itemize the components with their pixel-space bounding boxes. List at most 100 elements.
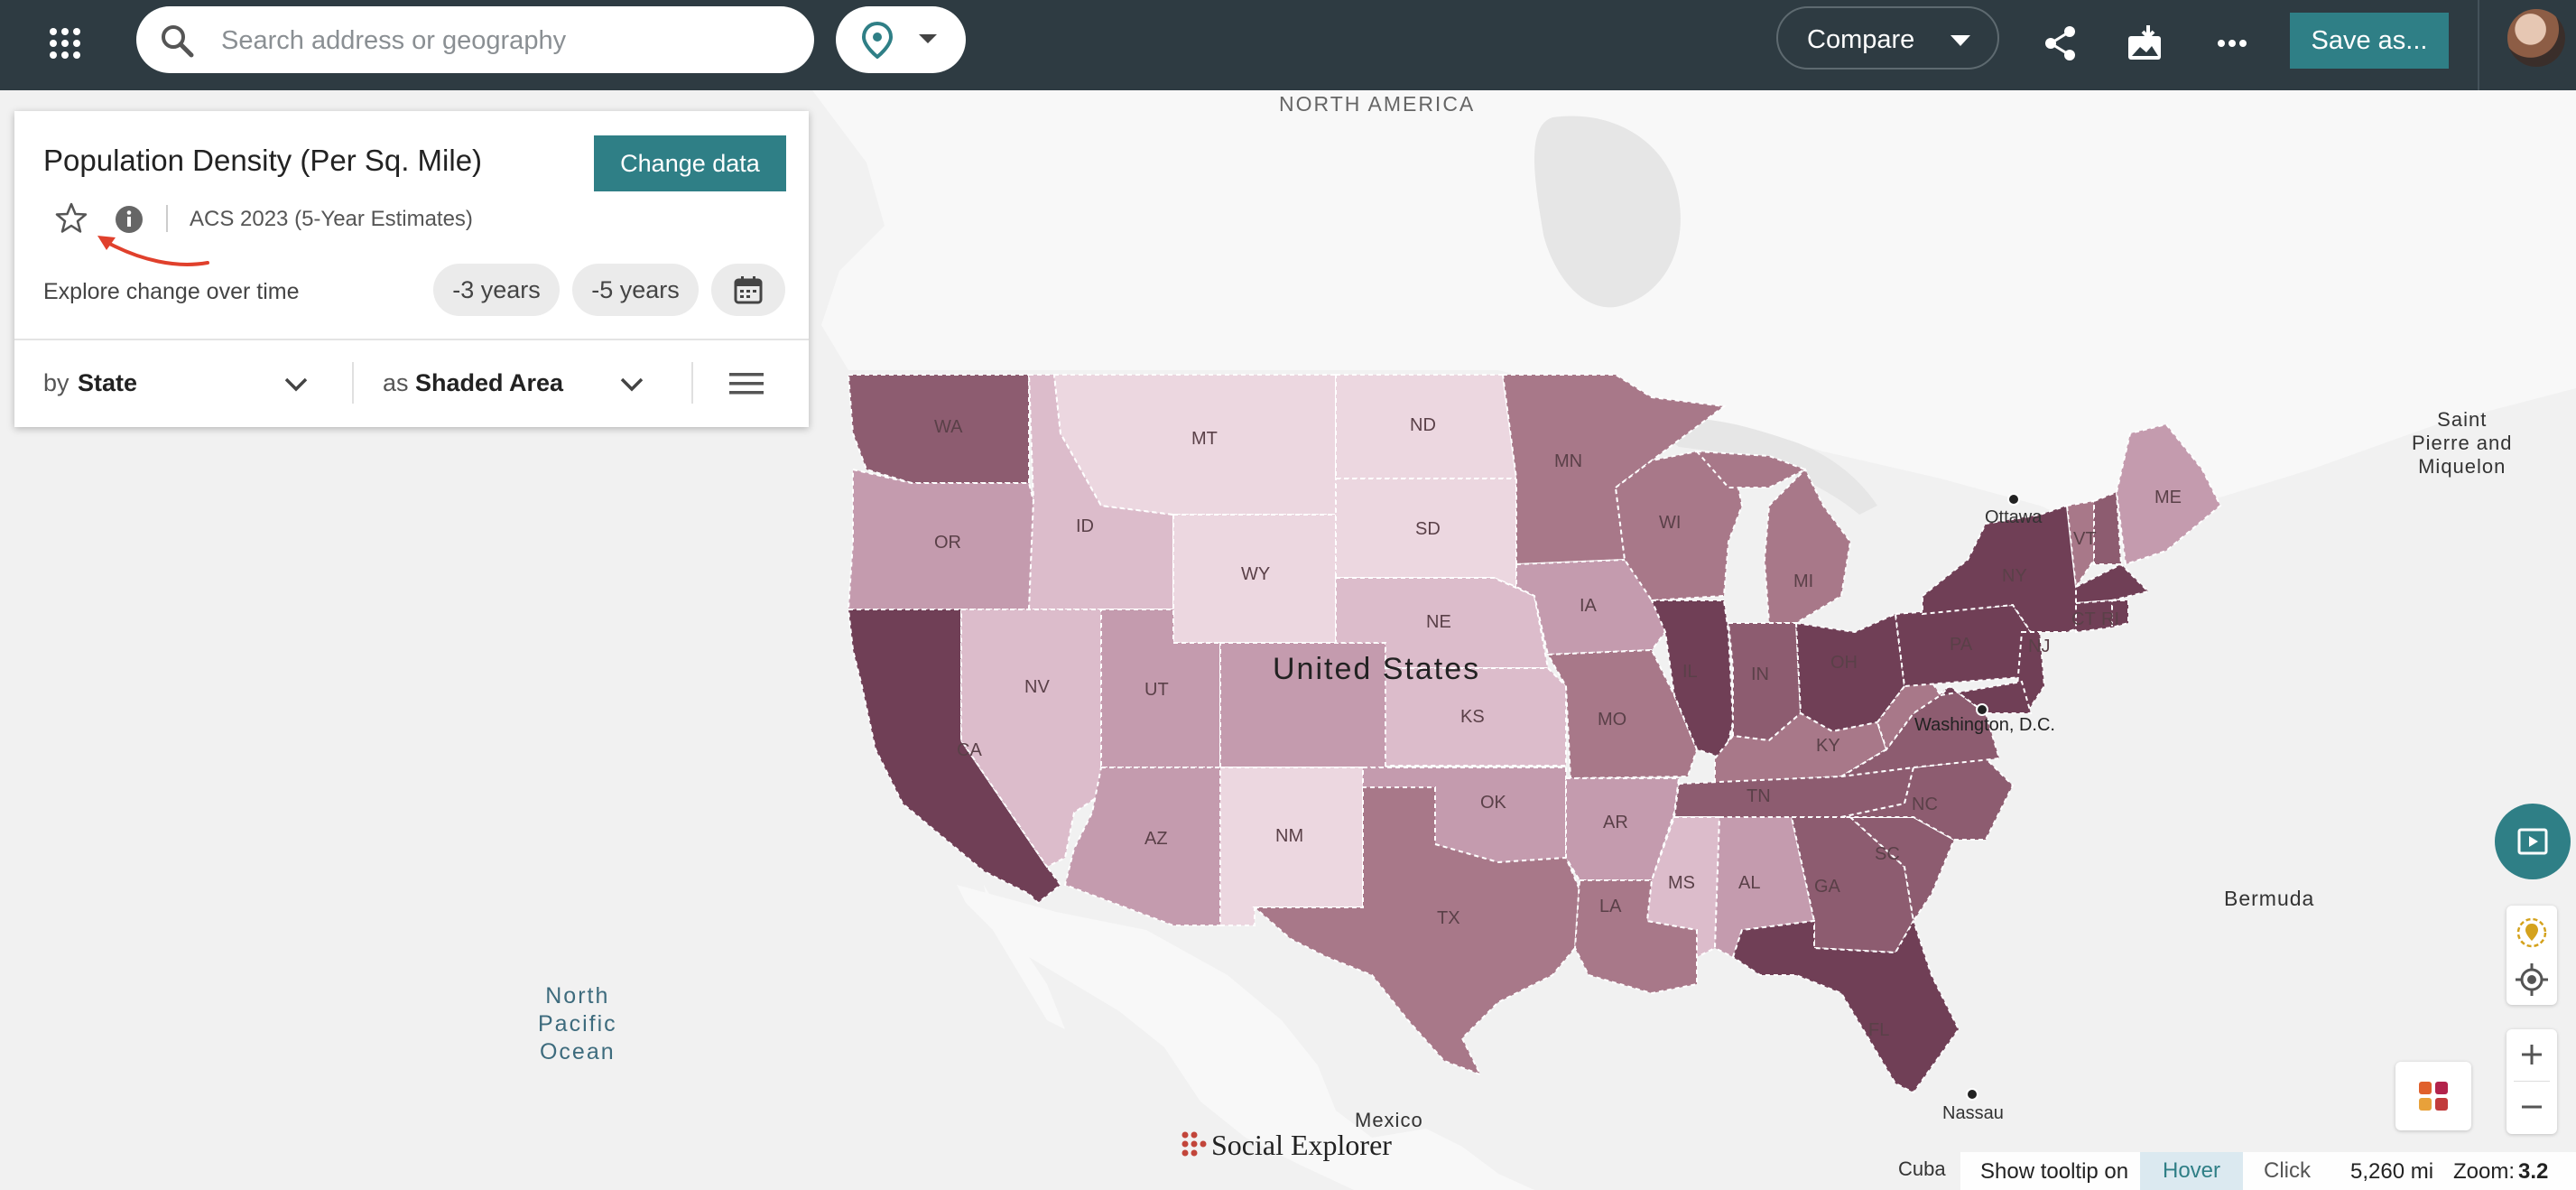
- label-NC: NC: [1912, 795, 1938, 814]
- label-UT: UT: [1144, 680, 1169, 700]
- logo-text: Social Explorer: [1211, 1129, 1392, 1161]
- meta-divider: [166, 205, 168, 232]
- geography-level-value[interactable]: State: [78, 369, 138, 396]
- location-dropdown-button[interactable]: [836, 6, 966, 73]
- explore-change-label: Explore change over time: [43, 279, 300, 304]
- label-PA: PA: [1950, 635, 1973, 655]
- scale-label: 5,260 mi: [2350, 1159, 2434, 1184]
- label-IN: IN: [1751, 665, 1769, 684]
- ocean-label-line: Pacific: [538, 1011, 617, 1037]
- red-arrow-annotation: [97, 236, 209, 266]
- visualization-type-chevron-icon[interactable]: [614, 366, 650, 402]
- label-MO: MO: [1598, 710, 1627, 730]
- saint-pierre-line: Pierre and: [2412, 432, 2513, 454]
- minus-5-years-button[interactable]: -5 years: [572, 264, 699, 316]
- geography-level-chevron-icon[interactable]: [278, 366, 314, 402]
- state-CO: [1219, 642, 1386, 768]
- state-NE: [1335, 577, 1550, 669]
- washington-dot: [1976, 703, 1988, 716]
- label-NJ: NJ: [2028, 637, 2051, 656]
- chevron-down-icon: [919, 34, 937, 43]
- saint-pierre-line: Miquelon: [2418, 455, 2507, 478]
- tooltip-mode-label: Show tooltip on: [1980, 1159, 2129, 1184]
- top-bar: Compare Save as...: [0, 0, 2576, 90]
- state-SD: [1335, 478, 1517, 589]
- ocean-label-line: North: [545, 983, 610, 1009]
- zoom-in-icon[interactable]: [2514, 1037, 2550, 1073]
- search-box: [136, 6, 814, 73]
- country-label: United States: [1273, 652, 1481, 686]
- baja: [984, 885, 1065, 1029]
- ocean-label-line: Ocean: [539, 1039, 616, 1064]
- state-UT: [1100, 609, 1221, 768]
- search-icon: [162, 25, 194, 58]
- my-location-icon[interactable]: [2514, 962, 2550, 998]
- label-SC: SC: [1875, 844, 1900, 864]
- state-MA: [2075, 562, 2150, 605]
- state-VT: [2065, 499, 2095, 590]
- label-SD: SD: [1415, 519, 1441, 539]
- panel-title: Population Density (Per Sq. Mile): [43, 144, 483, 177]
- ocean-label: North Pacific Ocean: [538, 982, 617, 1066]
- download-image-icon[interactable]: [2125, 23, 2164, 63]
- label-OH: OH: [1830, 653, 1858, 673]
- state-shapes: [847, 374, 2222, 1094]
- state-TX: [1252, 786, 1581, 1076]
- more-icon[interactable]: [2212, 23, 2252, 63]
- apps-grid-icon[interactable]: [47, 25, 83, 61]
- label-MI: MI: [1793, 572, 1814, 591]
- label-MN: MN: [1554, 451, 1583, 471]
- nassau-dot: [1966, 1088, 1978, 1101]
- selector-divider: [352, 362, 354, 404]
- compare-label: Compare: [1807, 25, 1915, 54]
- tooltip-click-option[interactable]: Click: [2264, 1158, 2311, 1183]
- location-controls: [2507, 906, 2557, 1005]
- search-input[interactable]: [219, 16, 783, 65]
- label-RI: RI: [2101, 609, 2119, 629]
- mexico-label: Mexico: [1355, 1109, 1423, 1131]
- survey-label: ACS 2023 (5-Year Estimates): [190, 207, 473, 231]
- compare-button[interactable]: Compare: [1776, 6, 1999, 70]
- data-panel: Population Density (Per Sq. Mile) Change…: [14, 111, 809, 427]
- saint-pierre-label: Saint Pierre and Miquelon: [2412, 408, 2513, 479]
- state-MT: [1052, 374, 1337, 516]
- change-data-button[interactable]: Change data: [594, 135, 786, 191]
- zoom-out-icon[interactable]: [2514, 1089, 2550, 1125]
- state-NY: [1922, 504, 2096, 633]
- caret-down-icon: [1951, 35, 1970, 46]
- play-slides-icon: [2517, 828, 2548, 855]
- label-AR: AR: [1603, 813, 1628, 832]
- presentation-button[interactable]: [2495, 804, 2571, 879]
- bermuda-label: Bermuda: [2224, 887, 2315, 910]
- user-avatar[interactable]: [2507, 9, 2565, 67]
- saint-pierre-line: Saint: [2437, 408, 2488, 431]
- great-lakes: [1652, 418, 1877, 515]
- label-NV: NV: [1024, 677, 1050, 697]
- state-AL: [1713, 816, 1816, 959]
- visualization-type-value[interactable]: Shaded Area: [415, 369, 564, 396]
- tooltip-hover-option[interactable]: Hover: [2140, 1152, 2243, 1190]
- label-GA: GA: [1814, 877, 1840, 897]
- hamburger-menu-icon[interactable]: [727, 367, 765, 400]
- label-OR: OR: [934, 533, 961, 553]
- by-prefix: by: [43, 369, 69, 396]
- calendar-icon: [734, 276, 763, 304]
- label-NE: NE: [1426, 612, 1451, 632]
- zoom-divider: [2514, 1081, 2550, 1082]
- label-LA: LA: [1599, 897, 1622, 916]
- social-explorer-logo: Social Explorer: [1181, 1125, 1415, 1165]
- ottawa-dot: [2007, 493, 2020, 506]
- layers-button[interactable]: [2395, 1062, 2471, 1130]
- cuba-label: Cuba: [1898, 1157, 1946, 1180]
- location-marker-icon[interactable]: [2514, 915, 2550, 951]
- share-icon[interactable]: [2041, 23, 2080, 63]
- minus-3-years-button[interactable]: -3 years: [433, 264, 560, 316]
- info-icon[interactable]: [114, 204, 144, 235]
- continent-label: NORTH AMERICA: [1279, 92, 1476, 116]
- nassau-label: Nassau: [1942, 1103, 2004, 1123]
- star-icon[interactable]: [54, 201, 88, 236]
- label-AL: AL: [1738, 873, 1761, 893]
- calendar-button[interactable]: [711, 264, 785, 316]
- label-MS: MS: [1668, 873, 1695, 893]
- save-as-button[interactable]: Save as...: [2290, 13, 2449, 69]
